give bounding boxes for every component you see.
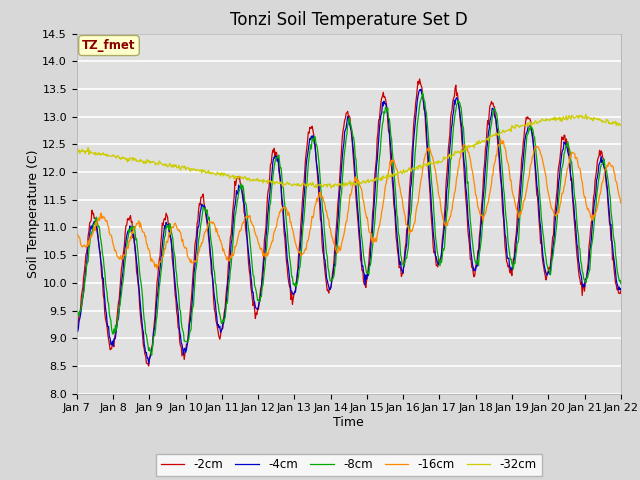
-16cm	[497, 136, 504, 142]
-32cm	[194, 167, 202, 172]
-16cm	[617, 200, 625, 206]
-8cm	[148, 352, 156, 358]
-4cm	[83, 262, 90, 268]
Line: -32cm: -32cm	[77, 114, 621, 188]
-8cm	[195, 237, 202, 242]
-2cm	[145, 363, 152, 369]
-8cm	[223, 300, 231, 306]
-2cm	[617, 288, 625, 294]
-4cm	[195, 224, 202, 230]
Text: TZ_fmet: TZ_fmet	[82, 39, 136, 52]
-4cm	[145, 361, 152, 367]
-16cm	[153, 266, 161, 272]
-2cm	[416, 76, 424, 82]
X-axis label: Time: Time	[333, 416, 364, 429]
-4cm	[223, 287, 231, 293]
-8cm	[419, 90, 426, 96]
-4cm	[417, 86, 425, 92]
-4cm	[416, 87, 424, 93]
Y-axis label: Soil Temperature (C): Soil Temperature (C)	[26, 149, 40, 278]
-2cm	[195, 207, 202, 213]
-4cm	[139, 326, 147, 332]
-16cm	[139, 229, 147, 235]
-2cm	[139, 333, 147, 339]
-2cm	[83, 250, 90, 256]
-2cm	[417, 80, 424, 85]
-2cm	[433, 263, 440, 268]
-8cm	[73, 308, 81, 314]
Line: -16cm: -16cm	[77, 139, 621, 269]
-8cm	[83, 262, 90, 267]
Line: -2cm: -2cm	[77, 79, 621, 366]
-16cm	[73, 231, 81, 237]
-4cm	[433, 254, 440, 260]
-32cm	[139, 159, 147, 165]
-32cm	[416, 164, 424, 169]
-8cm	[433, 239, 440, 245]
Legend: -2cm, -4cm, -8cm, -16cm, -32cm: -2cm, -4cm, -8cm, -16cm, -32cm	[156, 454, 541, 476]
-16cm	[223, 254, 231, 260]
Title: Tonzi Soil Temperature Set D: Tonzi Soil Temperature Set D	[230, 11, 468, 29]
-32cm	[73, 149, 81, 155]
-16cm	[195, 250, 202, 255]
-32cm	[617, 122, 625, 128]
-4cm	[617, 286, 625, 292]
-8cm	[416, 103, 424, 109]
-32cm	[223, 172, 230, 178]
-16cm	[416, 188, 424, 193]
-16cm	[431, 167, 439, 173]
-32cm	[582, 111, 590, 117]
-32cm	[83, 149, 90, 155]
-8cm	[617, 281, 625, 287]
-32cm	[431, 160, 439, 166]
-32cm	[327, 185, 335, 191]
-2cm	[73, 325, 81, 331]
-8cm	[139, 295, 147, 301]
-16cm	[83, 243, 90, 249]
Line: -8cm: -8cm	[77, 93, 621, 355]
-4cm	[73, 325, 81, 331]
-2cm	[223, 280, 231, 286]
Line: -4cm: -4cm	[77, 89, 621, 364]
